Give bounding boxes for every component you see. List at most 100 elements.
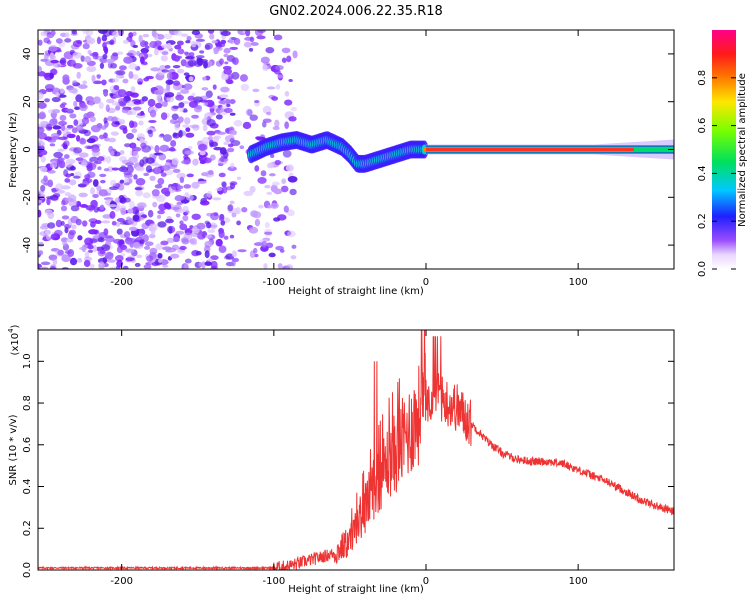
noise-blob <box>111 101 120 106</box>
noise-blob <box>122 127 128 134</box>
colorbar-tick-label-0: 0.0 <box>697 261 708 277</box>
noise-blob <box>264 184 271 189</box>
noise-blob <box>142 234 149 243</box>
noise-blob <box>115 105 121 111</box>
noise-blob <box>51 109 61 114</box>
noise-blob <box>74 106 81 111</box>
spectrogram-x-tick-label-2: 0 <box>423 277 429 288</box>
noise-blob <box>73 119 79 126</box>
noise-blob <box>49 72 55 79</box>
noise-blob <box>221 186 228 194</box>
noise-blob <box>143 245 151 250</box>
noise-blob <box>66 133 76 139</box>
noise-blob <box>130 86 136 93</box>
noise-blob <box>99 62 105 69</box>
noise-blob <box>254 165 260 172</box>
noise-blob <box>158 153 167 161</box>
noise-blob <box>128 71 134 79</box>
spectrogram-y-tick-label-4: 40 <box>22 48 33 61</box>
noise-blob <box>205 222 212 229</box>
noise-blob <box>231 212 237 218</box>
noise-blob <box>172 168 181 174</box>
noise-blob <box>48 45 58 52</box>
noise-blob <box>292 50 298 59</box>
noise-blob <box>55 92 60 98</box>
noise-blob <box>161 88 171 93</box>
noise-blob <box>154 48 159 56</box>
noise-blob <box>229 200 235 205</box>
noise-blob <box>156 94 162 102</box>
noise-blob <box>86 138 96 144</box>
noise-blob <box>142 192 151 199</box>
noise-blob <box>64 32 70 38</box>
noise-blob <box>221 181 227 188</box>
noise-blob <box>103 228 109 236</box>
spectrogram-noise <box>38 30 300 269</box>
noise-blob <box>106 58 115 64</box>
noise-blob <box>148 233 156 239</box>
noise-blob <box>176 201 184 205</box>
noise-blob <box>191 30 201 36</box>
noise-blob <box>98 189 108 197</box>
noise-blob <box>112 31 119 38</box>
noise-blob <box>195 250 202 256</box>
noise-blob <box>64 250 72 255</box>
noise-blob <box>114 254 124 262</box>
noise-blob <box>132 106 142 111</box>
noise-blob <box>254 218 261 227</box>
noise-blob <box>38 70 46 77</box>
noise-blob <box>229 112 236 116</box>
noise-blob <box>128 32 134 38</box>
noise-blob <box>78 192 88 198</box>
noise-blob <box>169 146 176 152</box>
noise-blob <box>185 132 195 138</box>
noise-blob <box>215 187 223 192</box>
noise-blob <box>178 102 185 108</box>
noise-blob <box>262 62 267 70</box>
noise-blob <box>114 121 121 125</box>
noise-blob <box>97 166 102 171</box>
noise-blob <box>72 40 82 48</box>
noise-blob <box>88 229 98 235</box>
noise-blob <box>47 170 56 174</box>
noise-blob <box>183 263 190 269</box>
noise-blob <box>154 163 162 167</box>
noise-blob <box>84 237 94 246</box>
noise-blob <box>196 222 206 230</box>
spectrogram-y-tick-label-0: -40 <box>22 237 33 253</box>
noise-blob <box>288 116 297 122</box>
noise-blob <box>125 162 134 166</box>
noise-blob <box>183 232 193 240</box>
noise-blob <box>148 119 157 123</box>
noise-blob <box>151 30 157 38</box>
noise-blob <box>193 96 203 103</box>
noise-blob <box>61 254 71 263</box>
noise-blob <box>118 166 129 173</box>
noise-blob <box>144 45 150 49</box>
noise-blob <box>114 197 121 203</box>
noise-blob <box>87 244 94 250</box>
noise-blob <box>133 174 138 180</box>
carrier-band-core <box>425 148 634 151</box>
noise-blob <box>243 190 254 197</box>
noise-blob <box>220 155 225 163</box>
noise-blob <box>185 210 190 214</box>
noise-blob <box>170 140 177 147</box>
noise-blob <box>142 33 150 38</box>
noise-blob <box>180 33 189 37</box>
noise-blob <box>252 88 260 93</box>
noise-blob <box>100 179 106 184</box>
noise-blob <box>196 180 207 184</box>
noise-blob <box>123 56 133 64</box>
noise-blob <box>131 146 142 152</box>
noise-blob <box>136 202 147 209</box>
noise-blob <box>147 129 153 134</box>
noise-blob <box>169 118 179 125</box>
noise-blob <box>175 230 185 235</box>
noise-blob <box>220 73 229 81</box>
noise-blob <box>240 83 250 91</box>
noise-blob <box>46 197 51 206</box>
noise-blob <box>44 229 52 235</box>
noise-blob <box>161 51 169 56</box>
snr-y-tick-label-2: 0.4 <box>22 479 33 495</box>
